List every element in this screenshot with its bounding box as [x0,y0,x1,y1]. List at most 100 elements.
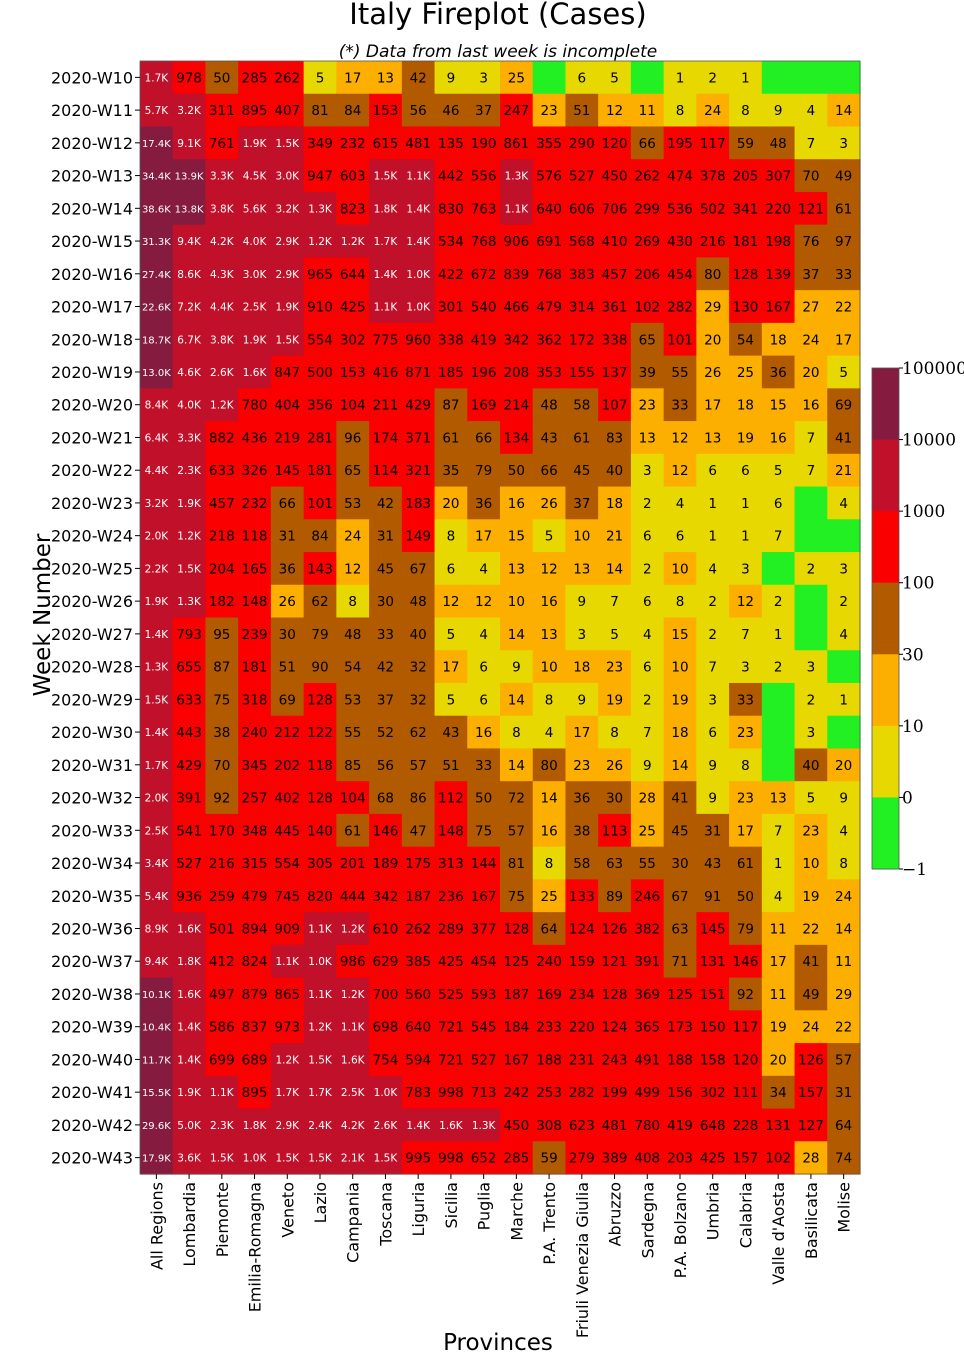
heatmap-cell [270,715,305,750]
cell-value-label: 593 [471,987,497,1003]
cell-value-label: 11 [835,954,852,970]
heatmap-cell [729,748,763,782]
heatmap-cell [303,453,337,488]
colorbar-tick-label: 30 [902,645,924,665]
cell-value-label: 5 [316,70,325,86]
heatmap-cell [140,421,174,455]
heatmap-cell [369,1010,403,1044]
colorbar-segment [872,511,899,584]
cell-value-label: 48 [344,627,361,643]
heatmap-cell [140,781,174,815]
cell-value-label: 97 [835,234,852,250]
heatmap-cell [696,61,730,95]
heatmap-cell [794,126,828,160]
cell-value-label: 824 [242,954,268,970]
heatmap-cell [172,486,207,520]
heatmap-cell [761,715,796,750]
cell-value-label: 8 [839,856,848,872]
cell-value-label: 1.5K [275,1153,300,1165]
cell-value-label: 158 [700,1052,726,1068]
cell-value-label: 14 [835,921,852,937]
heatmap-cell [761,977,796,1011]
cell-value-label: 9 [839,791,848,807]
cell-value-label: 17 [573,725,590,741]
cell-value-label: 1 [741,529,750,545]
heatmap-cell [205,617,239,651]
cell-value-label: 199 [602,1085,628,1101]
heatmap-cell [140,1108,174,1142]
cell-value-label: 23 [737,725,754,741]
cell-value-label: 37 [377,692,394,708]
cell-value-label: 1.2K [308,1022,333,1034]
cell-value-label: 27 [802,300,819,316]
heatmap-cell [303,1043,337,1077]
cell-value-label: 19 [802,889,819,905]
cell-value-label: 4 [807,103,816,119]
cell-value-label: 1.6K [177,923,202,935]
cell-value-label: 17.9K [142,1154,171,1165]
cell-value-label: 206 [634,267,660,283]
heatmap-cell [303,650,337,684]
heatmap-cell [369,617,403,651]
cell-value-label: 216 [209,856,235,872]
heatmap-cell [827,1043,861,1077]
heatmap-cell [696,421,730,455]
heatmap-cell [630,912,665,946]
cell-value-label: 124 [602,1020,628,1036]
heatmap-cell [238,257,272,291]
heatmap-cell [205,519,239,553]
heatmap-cell [434,93,468,128]
heatmap-cell [303,1141,337,1175]
heatmap-cell [434,61,468,95]
heatmap-cell [238,879,272,913]
cell-value-label: 5 [610,70,619,86]
cell-value-label: 847 [274,365,300,381]
heatmap-cell [663,290,697,324]
x-tick-label: Lombardia [180,1182,199,1267]
heatmap-cell [270,944,305,979]
cell-value-label: 156 [667,1085,693,1101]
heatmap-cell [401,453,436,488]
y-tick-label: 2020-W20 [51,396,133,415]
heatmap-cell [336,1043,370,1077]
x-tick-label: All Regions [147,1182,166,1270]
heatmap-cell [303,748,337,782]
heatmap-cell [630,617,665,651]
cell-value-label: 167 [765,300,791,316]
cell-value-label: 713 [471,1085,497,1101]
cell-value-label: 40 [802,758,819,774]
heatmap-cell [369,1141,403,1175]
cell-value-label: 79 [311,627,328,643]
cell-value-label: 7 [610,594,619,610]
heatmap-cell [238,355,272,389]
cell-value-label: 2 [807,692,816,708]
cell-value-label: 8 [512,725,521,741]
colorbar-tick-label: 10 [902,717,924,737]
heatmap-cell [172,421,207,455]
heatmap-cell [729,322,763,357]
heatmap-cell [369,191,403,226]
heatmap-cell [598,191,632,226]
cell-value-label: 72 [508,791,525,807]
cell-value-label: 211 [373,398,399,414]
heatmap-cell [696,159,730,193]
heatmap-cell [630,519,665,553]
heatmap-cell [336,617,370,651]
heatmap-cell [630,388,665,422]
heatmap-cell [303,191,337,226]
cell-value-label: 338 [602,332,628,348]
cell-value-label: 6.4K [145,432,170,444]
cell-value-label: 6 [774,496,783,512]
heatmap-cell [270,159,305,193]
heatmap-cell [794,879,828,913]
cell-value-label: 1.7K [275,1087,300,1099]
cell-value-label: 189 [373,856,399,872]
cell-value-label: 220 [765,201,791,217]
cell-value-label: 721 [438,1020,464,1036]
cell-value-label: 998 [438,1151,464,1167]
cell-value-label: 187 [405,889,431,905]
cell-value-label: 560 [405,987,431,1003]
heatmap-cell [598,650,632,684]
cell-value-label: 167 [503,1052,529,1068]
